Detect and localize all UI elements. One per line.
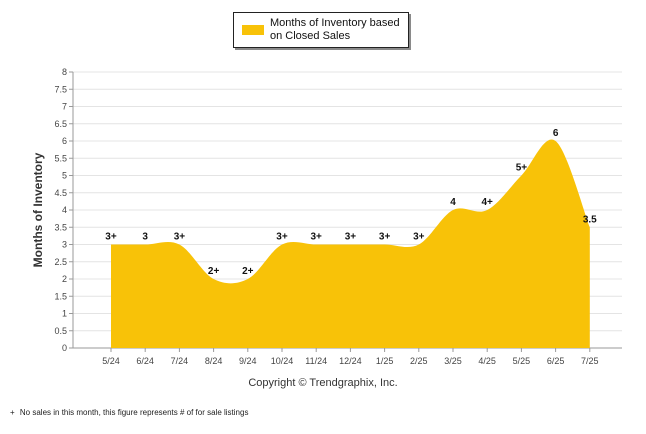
x-tick-label: 12/24 (339, 356, 362, 366)
data-label: 2+ (208, 266, 220, 277)
x-tick-label: 9/24 (239, 356, 257, 366)
x-tick-label: 10/24 (271, 356, 294, 366)
x-axis-ticks: 5/24 6/24 7/24 8/24 9/24 10/24 11/24 12/24 1/25 2… (102, 348, 599, 366)
data-label: 3 (142, 232, 148, 243)
y-tick-label: 7 (62, 102, 67, 112)
data-label: 6 (553, 128, 559, 139)
x-tick-label: 2/25 (410, 356, 428, 366)
data-label: 2+ (242, 266, 254, 277)
y-tick-label: 0.5 (54, 326, 67, 336)
y-axis-label: Months of Inventory (31, 152, 45, 267)
legend-swatch (242, 25, 264, 35)
x-tick-label: 6/24 (136, 356, 154, 366)
data-label: 3+ (310, 232, 322, 243)
y-tick-label: 2.5 (54, 257, 67, 267)
x-tick-label: 7/25 (581, 356, 599, 366)
x-tick-label: 5/25 (513, 356, 531, 366)
data-label: 4+ (481, 197, 493, 208)
area-series (111, 139, 590, 348)
data-label: 3+ (276, 232, 288, 243)
y-tick-label: 7.5 (54, 84, 67, 94)
x-tick-label: 11/24 (305, 356, 327, 366)
x-tick-label: 1/25 (376, 356, 394, 366)
x-tick-label: 4/25 (478, 356, 496, 366)
x-tick-label: 8/24 (205, 356, 223, 366)
x-tick-label: 5/24 (102, 356, 120, 366)
data-label: 3+ (345, 232, 357, 243)
y-tick-label: 3 (62, 240, 67, 250)
y-tick-label: 2 (62, 274, 67, 284)
data-label: 5+ (516, 163, 528, 174)
data-label: 3.5 (583, 214, 597, 225)
footnote: + No sales in this month, this figure re… (10, 408, 248, 417)
y-axis-ticks: 0 0.5 1 1.5 2 2.5 3 3.5 4 4.5 5 5.5 6 6.5 7 7.5 8 (54, 67, 67, 353)
y-tick-label: 0 (62, 343, 67, 353)
legend-label: Months of Inventory based on Closed Sale… (270, 17, 400, 42)
y-tick-label: 5.5 (54, 153, 67, 163)
x-tick-label: 6/25 (547, 356, 565, 366)
y-tick-label: 3.5 (54, 222, 67, 232)
y-tick-label: 5 (62, 171, 67, 181)
footnote-text: No sales in this month, this figure repr… (19, 408, 249, 417)
y-tick-label: 6.5 (54, 119, 67, 129)
data-label: 3+ (379, 232, 391, 243)
area-fill (111, 139, 590, 348)
y-tick-label: 1 (62, 309, 67, 319)
legend: Months of Inventory based on Closed Sale… (233, 12, 409, 48)
y-tick-label: 4 (62, 205, 67, 215)
x-tick-label: 3/25 (444, 356, 462, 366)
copyright-text: Copyright © Trendgraphix, Inc. (248, 377, 398, 389)
y-tick-label: 4.5 (54, 188, 67, 198)
y-tick-label: 6 (62, 136, 67, 146)
footnote-symbol: + (10, 408, 15, 417)
data-label: 4 (450, 197, 456, 208)
x-tick-label: 7/24 (171, 356, 189, 366)
data-label: 3+ (105, 232, 117, 243)
data-label: 3+ (174, 232, 186, 243)
y-tick-label: 8 (62, 67, 67, 77)
data-labels: 3+ 3 3+ 2+ 2+ 3+ 3+ 3+ 3+ 3+ 4 4+ 5+ 6 3.5 (105, 128, 597, 277)
y-tick-label: 1.5 (54, 291, 67, 301)
data-label: 3+ (413, 232, 425, 243)
